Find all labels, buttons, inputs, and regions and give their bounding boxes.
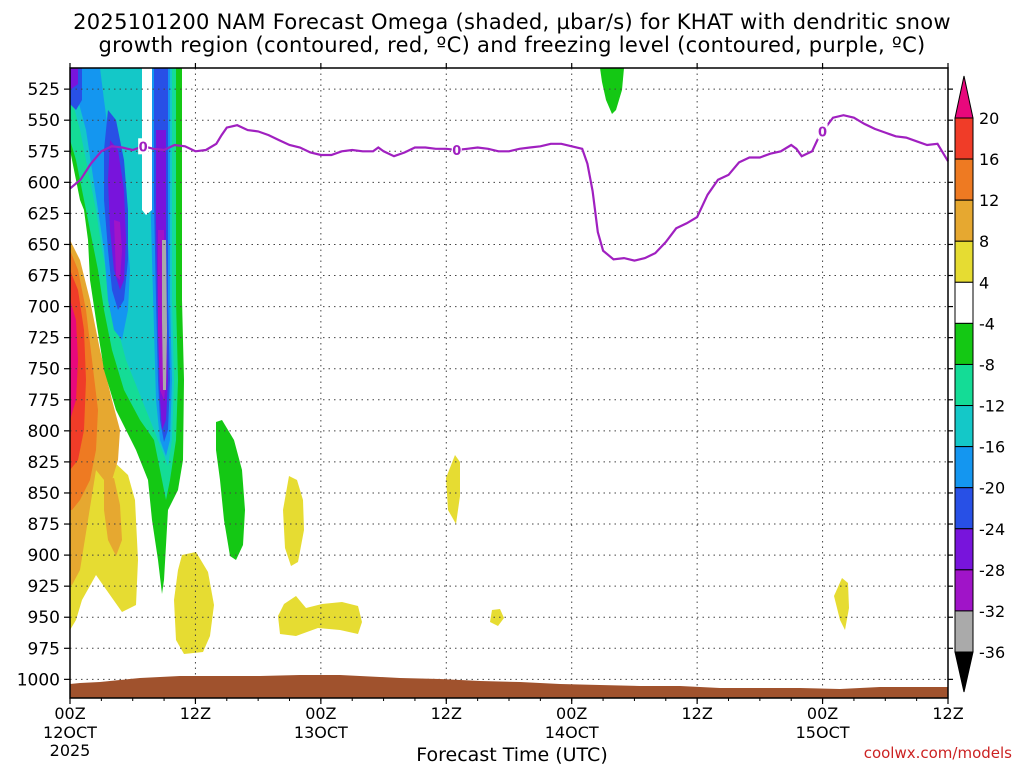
- y-tick-label: 1000: [17, 670, 60, 690]
- y-tick-label: 850: [28, 484, 60, 504]
- terrain-surface: [70, 675, 948, 698]
- freezing-level-label-bg: [817, 123, 828, 140]
- omega-region-positive-810b: [446, 455, 460, 524]
- colorbar-swatch: [954, 528, 974, 571]
- y-tick-label: 575: [28, 142, 60, 162]
- y-tick-label: 750: [28, 360, 60, 380]
- colorbar-top-triangle: [954, 75, 974, 119]
- x-tick-label: 12Z: [431, 704, 462, 723]
- colorbar-swatch: [954, 446, 974, 489]
- colorbar-swatch: [954, 117, 974, 160]
- omega-region-negative-4-right-blob: [216, 420, 245, 560]
- colorbar-label: -8: [979, 355, 995, 374]
- x-tick-date: 13OCT: [294, 723, 348, 742]
- y-tick-label: 600: [28, 173, 60, 193]
- colorbar-label: -12: [979, 397, 1005, 416]
- y-tick-label: 875: [28, 515, 60, 535]
- y-tick-label: 925: [28, 577, 60, 597]
- freezing-level-contour: 0 0 0: [69, 114, 949, 262]
- colorbar-label: -32: [979, 602, 1005, 621]
- credit-text: coolwx.com/models: [863, 744, 1012, 762]
- x-tick-label: 00Z: [556, 704, 587, 723]
- freezing-level-label-bg: [451, 142, 462, 159]
- y-tick-label: 725: [28, 329, 60, 349]
- colorbar-label: 16: [979, 150, 999, 169]
- y-tick-label: 800: [28, 422, 60, 442]
- x-axis-title: Forecast Time (UTC): [416, 744, 608, 766]
- freezing-level-label-bg: [138, 138, 149, 155]
- x-tick-date: 14OCT: [545, 723, 599, 742]
- colorbar-swatch: [954, 405, 974, 448]
- freezing-level-label: 0: [139, 140, 148, 155]
- y-tick-label: 625: [28, 204, 60, 224]
- y-tick-label: 775: [28, 391, 60, 411]
- colorbar-swatch: [954, 281, 974, 324]
- omega-region-negative-28: [114, 220, 166, 400]
- colorbar-label: -36: [979, 643, 1005, 662]
- colorbar-label: 4: [979, 273, 989, 292]
- y-tick-label: 975: [28, 639, 60, 659]
- omega-shading-layer: [70, 68, 849, 654]
- y-tick-label: 525: [28, 80, 60, 100]
- y-tick-label: 825: [28, 453, 60, 473]
- omega-region-negative-32: [162, 240, 167, 390]
- colorbar-label: -16: [979, 438, 1005, 457]
- chart-title-line-1: 2025101200 NAM Forecast Omega (shaded, µ…: [73, 10, 951, 34]
- omega-region-negative-4-top: [600, 68, 624, 114]
- colorbar-swatch: [954, 363, 974, 407]
- x-tick-label: 00Z: [54, 704, 85, 723]
- freezing-level-label: 0: [818, 125, 827, 140]
- y-tick-label: 900: [28, 546, 60, 566]
- colorbar-label: 12: [979, 191, 999, 210]
- y-tick-label: 550: [28, 111, 60, 131]
- y-tick-label: 950: [28, 608, 60, 628]
- colorbar-swatch: [954, 199, 974, 242]
- x-tick-label: 12Z: [932, 704, 963, 723]
- colorbar-swatch: [954, 487, 974, 530]
- colorbar-swatch: [954, 610, 974, 653]
- colorbar-label: -20: [979, 479, 1005, 498]
- colorbar-swatch: [954, 569, 974, 612]
- colorbar-label: -24: [979, 520, 1005, 539]
- colorbar-label: 8: [979, 232, 989, 251]
- x-tick-date: 15OCT: [796, 723, 850, 742]
- x-tick-label: 00Z: [305, 704, 336, 723]
- colorbar-label: -28: [979, 561, 1005, 580]
- x-tick-year: 2025: [50, 741, 91, 760]
- omega-region-positive-920: [278, 596, 362, 636]
- chart-title-line-2: growth region (contoured, red, ºC) and f…: [98, 33, 926, 57]
- y-tick-label: 675: [28, 267, 60, 287]
- y-tick-label: 650: [28, 235, 60, 255]
- omega-region-positive-920b: [834, 578, 849, 630]
- colorbar: 20 16 12 8 4 -4 -8 -12 -16 -20 -24 -28 -32 -36: [954, 75, 1005, 693]
- y-axis: 525 550 575 600 625 650 675 700 725 750 775 800 825 8…: [17, 80, 953, 690]
- chart-grid: [70, 68, 948, 698]
- colorbar-bottom-triangle: [954, 651, 974, 693]
- omega-region-positive-20: [70, 300, 78, 420]
- colorbar-swatch: [954, 158, 974, 201]
- freezing-level-line: [69, 114, 949, 262]
- colorbar-swatch: [954, 322, 974, 365]
- colorbar-label: -4: [979, 314, 995, 333]
- omega-region-positive-low-mid: [174, 552, 214, 654]
- colorbar-label: 20: [979, 109, 999, 128]
- y-tick-label: 700: [28, 298, 60, 318]
- x-tick-label: 00Z: [807, 704, 838, 723]
- x-tick-label: 12Z: [180, 704, 211, 723]
- freezing-level-label: 0: [452, 144, 461, 159]
- x-tick-date: 12OCT: [43, 723, 97, 742]
- x-tick-label: 12Z: [681, 704, 712, 723]
- omega-region-positive-8b: [104, 478, 122, 556]
- colorbar-swatch: [954, 240, 974, 283]
- omega-region-positive-820: [283, 476, 304, 566]
- omega-region-positive-940: [490, 609, 504, 626]
